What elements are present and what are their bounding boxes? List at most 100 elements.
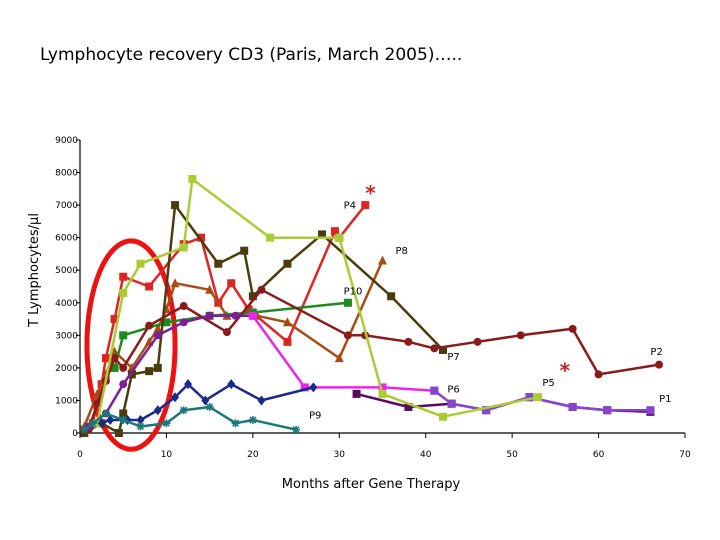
data-point <box>162 318 171 327</box>
data-point <box>257 395 266 406</box>
data-point <box>594 370 603 379</box>
data-point <box>205 402 214 411</box>
x-tick-label: 10 <box>161 450 173 460</box>
data-point <box>119 409 128 418</box>
x-tick-label: 30 <box>334 450 346 460</box>
data-point <box>145 321 154 330</box>
annotations: ** <box>365 181 570 382</box>
series-label-p7: P7 <box>447 352 459 363</box>
data-point <box>282 317 292 327</box>
data-point <box>136 414 145 425</box>
series-label-p2: P2 <box>650 347 662 358</box>
highlight-ellipse <box>84 238 178 452</box>
series-label-p4: P4 <box>344 200 356 211</box>
x-tick-label: 60 <box>593 450 605 460</box>
data-point <box>227 379 236 390</box>
data-point <box>482 406 491 415</box>
data-point <box>525 393 534 402</box>
data-point <box>162 419 171 428</box>
data-point <box>119 272 128 281</box>
data-point <box>292 425 301 434</box>
asterisk-annotation: * <box>560 359 571 383</box>
data-point <box>110 315 119 324</box>
data-point <box>171 201 180 210</box>
data-point <box>430 344 439 353</box>
data-point <box>231 311 240 320</box>
series-line <box>87 314 253 428</box>
data-point <box>205 311 214 320</box>
data-point <box>136 422 145 431</box>
series-p1 <box>430 386 655 415</box>
data-point <box>655 360 664 369</box>
data-point <box>378 389 387 398</box>
data-point <box>335 233 344 242</box>
series-label-p8: P8 <box>395 246 407 257</box>
series-line <box>96 177 539 424</box>
data-point <box>214 259 223 268</box>
x-tick-label: 50 <box>506 450 518 460</box>
data-point <box>248 311 257 320</box>
data-point <box>145 367 154 376</box>
data-point <box>244 305 253 314</box>
axes: 0 1000 2000 3000 4000 5000 6000 7000 8000 9000 0 10… <box>55 136 691 460</box>
data-point <box>88 419 97 428</box>
data-point <box>318 230 326 239</box>
data-point <box>266 233 275 242</box>
highlight-ellipse-shape <box>84 238 178 452</box>
data-point <box>568 324 577 333</box>
data-point <box>283 337 292 346</box>
series-label-p10: P10 <box>344 287 363 298</box>
series-p9 <box>80 402 301 434</box>
y-tick-label: 4000 <box>55 299 78 309</box>
data-point <box>534 393 543 402</box>
data-point <box>110 363 119 372</box>
data-point <box>93 419 102 428</box>
data-point <box>222 328 231 337</box>
y-tick-label: 3000 <box>55 331 78 341</box>
data-point <box>201 395 210 406</box>
data-point <box>352 389 361 398</box>
data-point <box>119 363 128 372</box>
data-point <box>106 414 115 425</box>
data-point <box>188 175 197 184</box>
data-point <box>378 255 387 265</box>
data-point <box>361 201 370 210</box>
data-point <box>153 363 162 372</box>
data-point <box>248 292 257 301</box>
data-point <box>300 383 309 392</box>
x-tick-label: 0 <box>77 450 83 460</box>
y-axis-label: T Lymphocytes/µl <box>27 213 42 328</box>
data-point <box>153 331 162 340</box>
data-point <box>257 285 266 294</box>
data-point <box>387 292 396 301</box>
asterisk-annotation: * <box>365 181 376 205</box>
y-tick-label: 7000 <box>55 201 78 211</box>
series-labels: P4 P8 P10 P7 P2 P5 P6 P1 P9 <box>309 200 671 421</box>
data-point <box>248 415 257 424</box>
data-point <box>153 323 163 333</box>
data-point <box>127 370 136 379</box>
data-point <box>205 284 215 294</box>
series-line <box>113 301 349 369</box>
data-point <box>334 353 344 363</box>
y-tick-label: 2000 <box>55 364 78 374</box>
series-line <box>83 405 297 431</box>
y-tick-label: 8000 <box>55 169 78 179</box>
y-tick-label: 1000 <box>55 396 78 406</box>
data-point <box>101 409 110 418</box>
series-unlabeled-9 <box>93 175 543 428</box>
data-point <box>110 354 119 363</box>
data-point <box>646 406 655 415</box>
data-point <box>197 233 205 242</box>
data-point <box>231 419 240 428</box>
data-point <box>330 227 339 236</box>
data-point <box>227 279 236 288</box>
x-axis-label: Months after Gene Therapy <box>282 477 461 492</box>
data-point <box>568 402 577 411</box>
series-p7 <box>80 201 447 437</box>
data-point <box>404 402 413 411</box>
series-line <box>87 288 660 431</box>
data-point <box>153 405 162 416</box>
data-point <box>473 337 482 346</box>
